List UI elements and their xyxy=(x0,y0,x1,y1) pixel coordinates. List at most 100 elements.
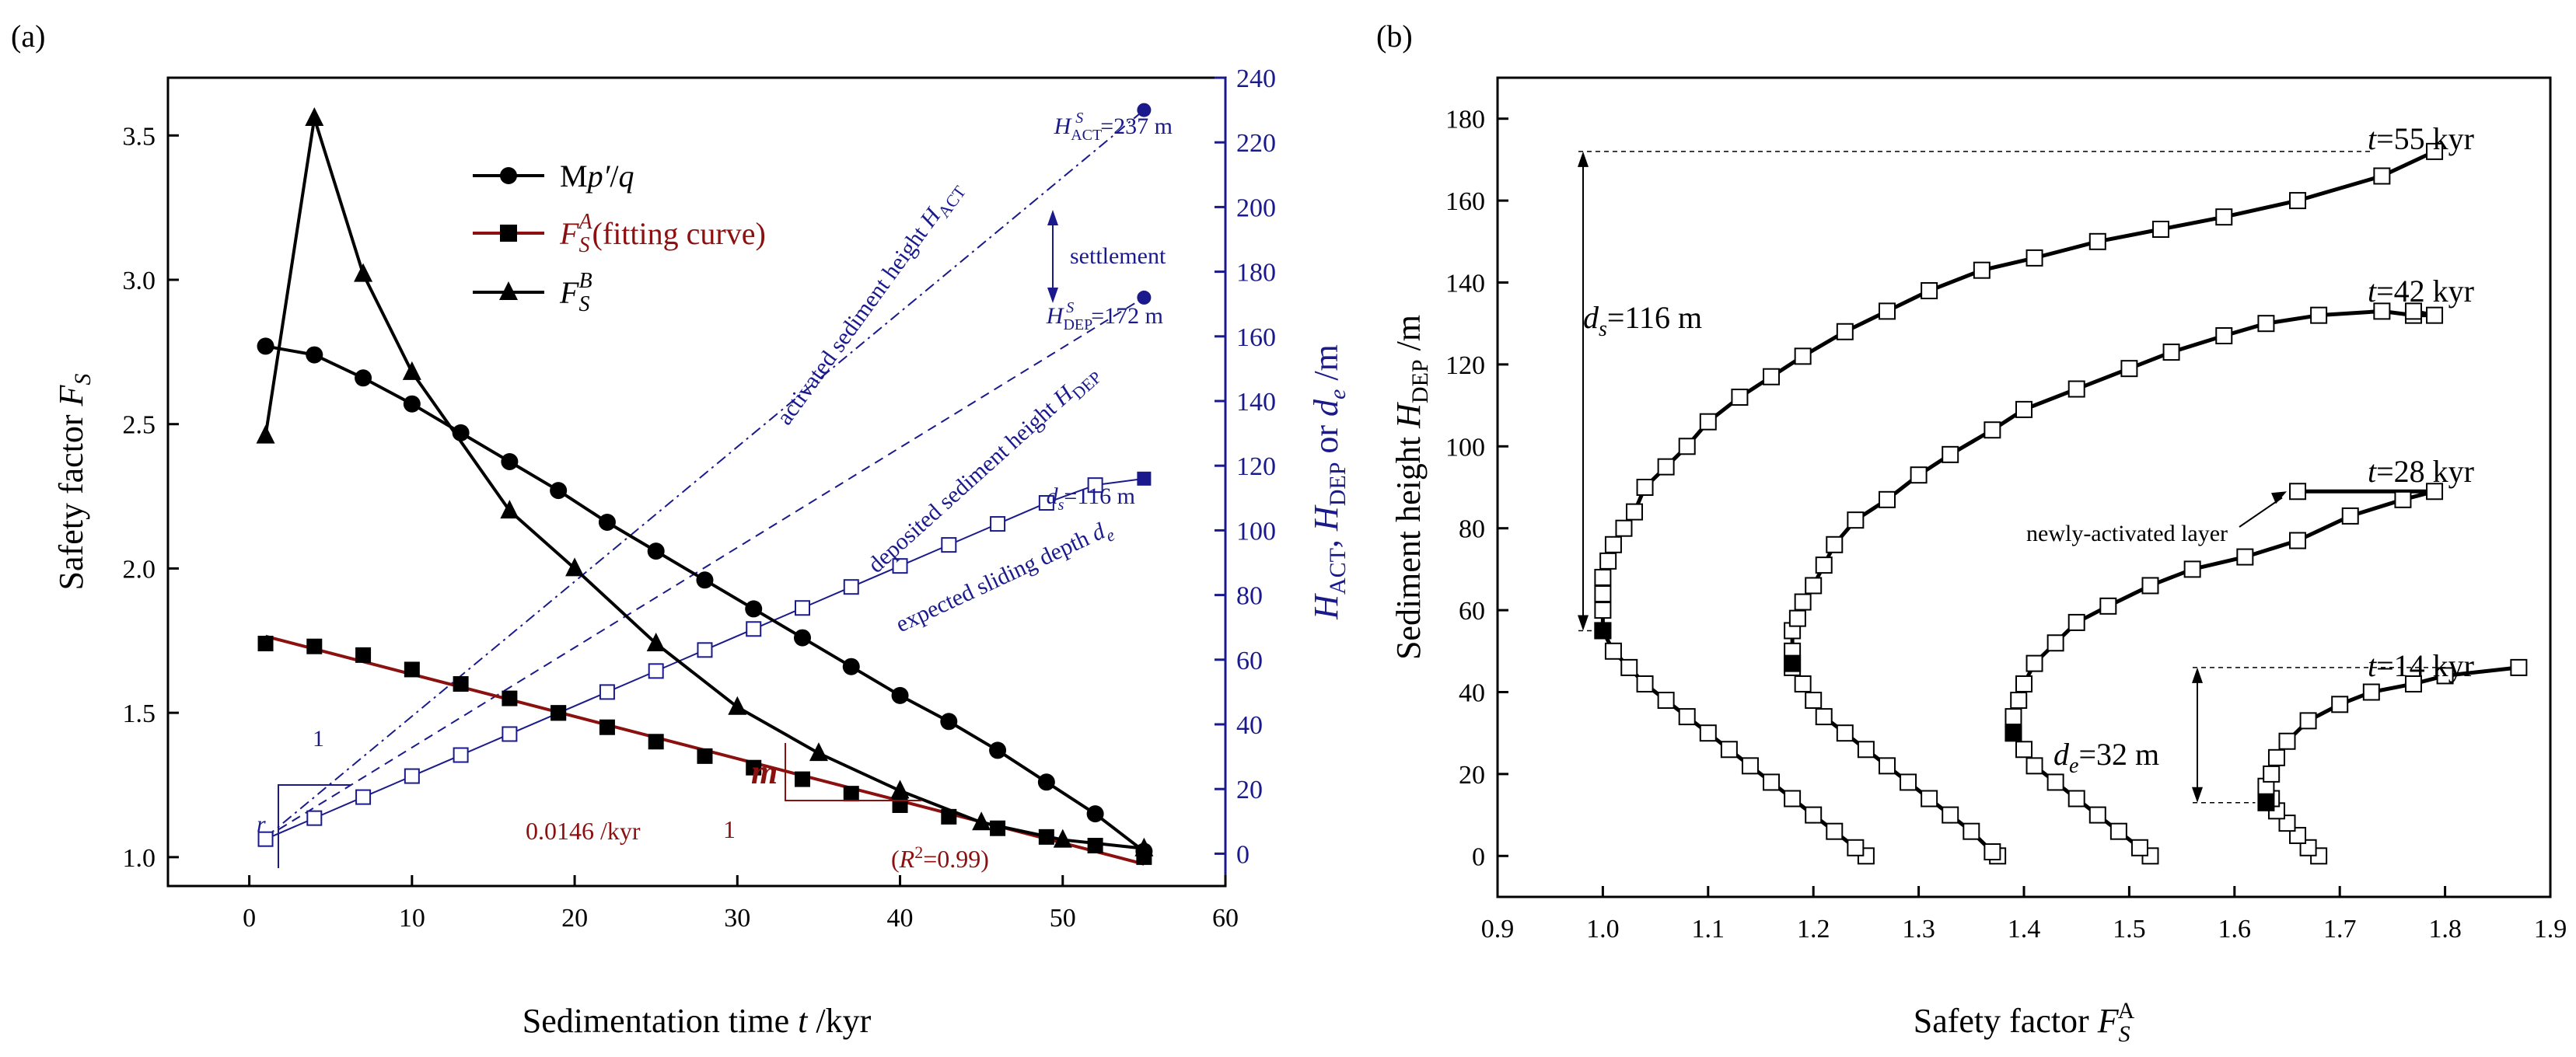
b-point xyxy=(1847,839,1865,856)
b-point xyxy=(2236,548,2254,566)
de-point xyxy=(404,768,420,784)
mpq-point xyxy=(745,600,763,618)
fsb-point xyxy=(354,263,373,282)
b-highlight-point xyxy=(2005,724,2022,742)
b-point xyxy=(1657,458,1675,476)
de-point xyxy=(453,747,469,763)
b-point xyxy=(1794,347,1812,365)
anno-r-label: r xyxy=(257,811,266,837)
legend-fsa-marker xyxy=(500,225,517,242)
b-point xyxy=(2289,532,2307,549)
anno-de-b: de=32 m xyxy=(2053,737,2159,778)
panel-a-x-title: Sedimentation time t /kyr xyxy=(523,1002,872,1040)
b-ytick-label: 120 xyxy=(1445,351,1485,380)
b-point xyxy=(2152,220,2170,238)
mpq-point xyxy=(940,713,958,731)
legend-fsb-label: FSB xyxy=(559,269,592,316)
b-point xyxy=(1900,773,1917,791)
b-xtick-label: 0.9 xyxy=(1481,915,1515,944)
b-point xyxy=(1599,552,1617,570)
mpq-point xyxy=(452,424,470,441)
de-point xyxy=(990,516,1006,532)
b-point xyxy=(2088,806,2106,824)
b-point xyxy=(2289,192,2307,210)
fsa-point xyxy=(355,647,372,663)
b-point xyxy=(2426,483,2444,501)
fsb-point xyxy=(1134,837,1154,856)
b-point xyxy=(1857,741,1875,759)
a-ytick-label: 3.5 xyxy=(123,122,156,151)
fsa-point xyxy=(697,748,713,764)
de-point xyxy=(795,600,810,616)
b-point xyxy=(1878,490,1896,508)
b-point xyxy=(1836,323,1854,340)
b-xtick-label: 1.2 xyxy=(1797,915,1830,944)
a-xtick-label: 50 xyxy=(1050,904,1076,933)
anno-newly: newly-activated layer xyxy=(2026,521,2228,546)
de-point xyxy=(1087,477,1103,494)
de-point xyxy=(648,663,664,679)
b-ytick-label: 180 xyxy=(1445,106,1485,134)
mpq-point xyxy=(501,453,519,470)
a-xtick-label: 40 xyxy=(887,904,914,933)
b-point xyxy=(2183,560,2201,578)
b-point xyxy=(1594,585,1612,603)
fsa-point xyxy=(502,690,518,706)
b-point xyxy=(2263,765,2281,783)
de-point xyxy=(502,726,518,742)
b-point xyxy=(2010,692,2028,710)
slope-triangle-red: m 1 0.0146 /kyr (R2=0.99) xyxy=(526,743,989,873)
panel-a-marks xyxy=(256,103,1154,865)
de-point xyxy=(941,537,957,553)
b-point xyxy=(1878,302,1896,320)
b-xtick-label: 1.9 xyxy=(2534,915,2567,944)
b-point xyxy=(1699,724,1717,742)
b-point xyxy=(1626,503,1644,521)
de-point xyxy=(257,831,274,847)
b-point xyxy=(2120,360,2138,378)
b-ytick-label: 60 xyxy=(1459,597,1485,626)
a-xtick-label: 0 xyxy=(243,904,256,933)
b-point xyxy=(2025,249,2043,267)
panel-a-label: (a) xyxy=(11,19,45,54)
a-y2tick-label: 80 xyxy=(1236,582,1263,611)
b-point xyxy=(1741,757,1759,775)
b-point xyxy=(2394,490,2412,508)
fsb-point xyxy=(890,780,910,799)
de-point xyxy=(355,789,372,805)
b-point xyxy=(1984,843,2001,861)
mpq-point xyxy=(403,395,421,413)
b-point xyxy=(2362,683,2380,701)
b-point xyxy=(1720,741,1738,759)
b-point xyxy=(2310,306,2328,324)
b-point xyxy=(2278,732,2296,750)
b-point xyxy=(1763,773,1781,791)
fsa-point xyxy=(648,734,664,750)
mpq-point xyxy=(598,514,616,531)
b-point xyxy=(2046,634,2064,652)
b-point xyxy=(1942,806,1959,824)
b-point xyxy=(2404,302,2422,320)
a-xtick-label: 30 xyxy=(724,904,750,933)
b-point xyxy=(1805,806,1823,824)
b-point xyxy=(1615,519,1633,537)
mpq-point xyxy=(647,542,665,560)
b-point xyxy=(2426,142,2444,160)
b-point xyxy=(2341,507,2359,525)
legend-fsa-label: FSA(fitting curve) xyxy=(559,210,766,257)
a-ytick-label: 3.0 xyxy=(123,267,156,295)
a-ytick-label: 1.0 xyxy=(123,844,156,873)
b-highlight-point xyxy=(1594,622,1612,640)
b-point xyxy=(2426,306,2444,324)
panel-b-ticks: 0.9 1.0 1.1 1.2 1.3 1.4 1.5 1.6 1.7 1.8 1.9 0 20 40 60… xyxy=(1445,106,2567,944)
fsb-point xyxy=(402,361,421,380)
b-point xyxy=(2267,748,2285,766)
panel-a-y2-title: HACT, HDEP or de /m xyxy=(1307,344,1351,620)
b-point xyxy=(1984,421,2001,439)
fsb-point xyxy=(256,424,275,444)
fsa-point xyxy=(843,786,859,802)
panel-b: 0.9 1.0 1.1 1.2 1.3 1.4 1.5 1.6 1.7 1.8 1.9 0 20 40 60… xyxy=(1389,76,2567,1047)
anno-t28: t=28 kyr xyxy=(2368,454,2474,489)
a-y2tick-label: 20 xyxy=(1236,776,1263,804)
